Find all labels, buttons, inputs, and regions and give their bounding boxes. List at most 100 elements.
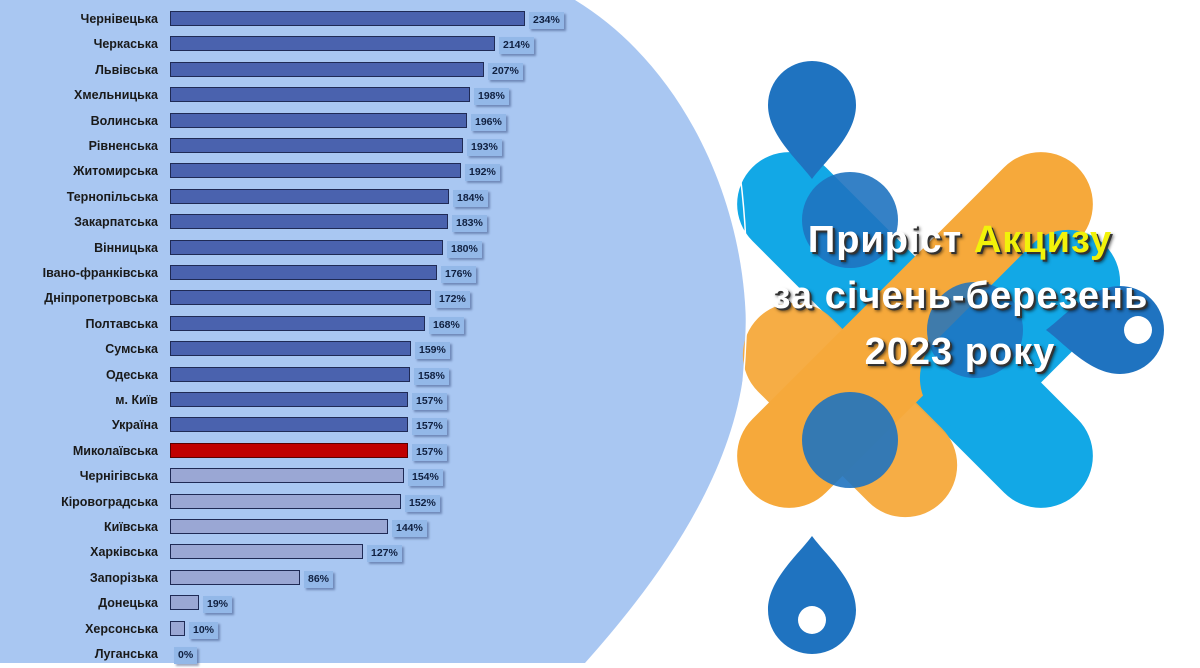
value-label: 192% [465, 164, 500, 182]
title-line-3: 2023 року [864, 331, 1056, 373]
category-label: Житомирська [73, 164, 158, 179]
bar [170, 366, 410, 382]
bar [170, 519, 388, 534]
category-label: Донецька [98, 596, 158, 611]
bar [170, 163, 461, 179]
value-label: 157% [412, 393, 447, 410]
chart-row: Херсонська 10% [0, 619, 600, 643]
value-label: 184% [453, 189, 488, 207]
category-label: Вінницька [94, 240, 158, 255]
bar [170, 138, 463, 153]
chart-row: Львівська 207% [0, 60, 600, 84]
category-label: Запорізька [89, 570, 158, 585]
category-label: м. Київ [115, 393, 158, 407]
value-label: 207% [488, 62, 523, 80]
bar [170, 468, 404, 484]
bar [170, 392, 408, 407]
value-label: 0% [174, 647, 198, 664]
bar [170, 493, 401, 509]
value-label: 152% [405, 494, 440, 512]
value-label: 86% [304, 570, 334, 588]
category-label: Тернопільська [66, 189, 158, 204]
category-label: Хмельницька [74, 88, 158, 103]
bar [170, 595, 199, 611]
value-label: 10% [189, 621, 219, 639]
bar [170, 569, 300, 585]
value-label: 144% [392, 520, 427, 537]
category-label: Львівська [95, 62, 158, 77]
chart-row: Харківська 127% [0, 542, 600, 566]
bar [170, 620, 185, 636]
chart-row: Тернопільська 184% [0, 187, 600, 211]
category-label: Рівненська [88, 139, 158, 153]
bar [170, 341, 411, 357]
bar [170, 239, 443, 255]
bar-chart: Чернівецька 234% Черкаська 214% Львівська 207… [0, 0, 600, 664]
chart-row: Донецька 19% [0, 593, 600, 617]
bar [170, 442, 408, 458]
chart-row: Дніпропетровська 172% [0, 288, 600, 312]
logo-graphic [689, 31, 1164, 654]
chart-row: Полтавська 168% [0, 314, 600, 338]
chart-row: Закарпатська 183% [0, 212, 600, 236]
chart-row: Житомирська 192% [0, 161, 600, 185]
category-label: Полтавська [85, 316, 158, 331]
category-label: Миколаївська [72, 443, 158, 458]
chart-row: Волинська 196% [0, 111, 600, 135]
category-label: Київська [103, 520, 158, 534]
value-label: 154% [408, 469, 443, 487]
bar [170, 290, 431, 306]
value-label: 180% [447, 240, 482, 258]
category-label: Луганська [94, 647, 158, 661]
chart-row: Рівненська 193% [0, 136, 600, 160]
title-line-2: за січень-березень [771, 275, 1149, 317]
value-label: 196% [471, 113, 506, 131]
value-label: 168% [429, 316, 464, 334]
value-label: 19% [203, 596, 233, 614]
value-label: 158% [414, 367, 449, 385]
title-highlight: Акцизу [973, 219, 1113, 261]
category-label: Україна [111, 418, 158, 433]
pin-bottom [768, 536, 856, 654]
bar [170, 315, 425, 331]
category-label: Чернігівська [79, 469, 158, 484]
bar [170, 36, 495, 52]
bar [170, 544, 363, 560]
category-label: Закарпатська [74, 215, 158, 230]
value-label: 183% [452, 215, 487, 233]
bar [170, 417, 408, 433]
chart-row: Одеська 158% [0, 365, 600, 389]
category-label: Сумська [105, 342, 158, 357]
chart-row: Чернівецька 234% [0, 9, 600, 33]
category-label: Харківська [90, 545, 158, 560]
category-label: Одеська [106, 367, 158, 382]
category-label: Кіровоградська [61, 494, 158, 509]
bar [170, 188, 449, 204]
category-label: Чернівецька [80, 12, 158, 26]
value-label: 234% [529, 12, 564, 29]
category-label: Івано-франківська [42, 266, 158, 280]
chart-row: Івано-франківська 176% [0, 263, 600, 287]
value-label: 214% [499, 37, 534, 55]
chart-row: Сумська 159% [0, 339, 600, 363]
bar [170, 11, 525, 26]
value-label: 157% [412, 418, 447, 436]
chart-row: Миколаївська 157% [0, 441, 600, 465]
bar [170, 61, 484, 77]
category-label: Волинська [90, 113, 158, 128]
category-label: Черкаська [93, 37, 158, 52]
chart-row: Чернігівська 154% [0, 466, 600, 490]
bar [170, 112, 467, 128]
chart-row: Кіровоградська 152% [0, 492, 600, 516]
chart-title: Приріст Акцизу за січень-березень 2023 р… [735, 212, 1185, 380]
pin-right [1046, 286, 1164, 374]
category-label: Херсонська [85, 621, 158, 636]
chart-row: Луганська 0% [0, 644, 600, 668]
value-label: 159% [415, 342, 450, 360]
pin-top [768, 61, 856, 179]
bar [170, 87, 470, 103]
chart-row: Запорізька 86% [0, 568, 600, 592]
value-label: 176% [441, 266, 476, 283]
value-label: 198% [474, 88, 509, 106]
chart-row: Хмельницька 198% [0, 85, 600, 109]
